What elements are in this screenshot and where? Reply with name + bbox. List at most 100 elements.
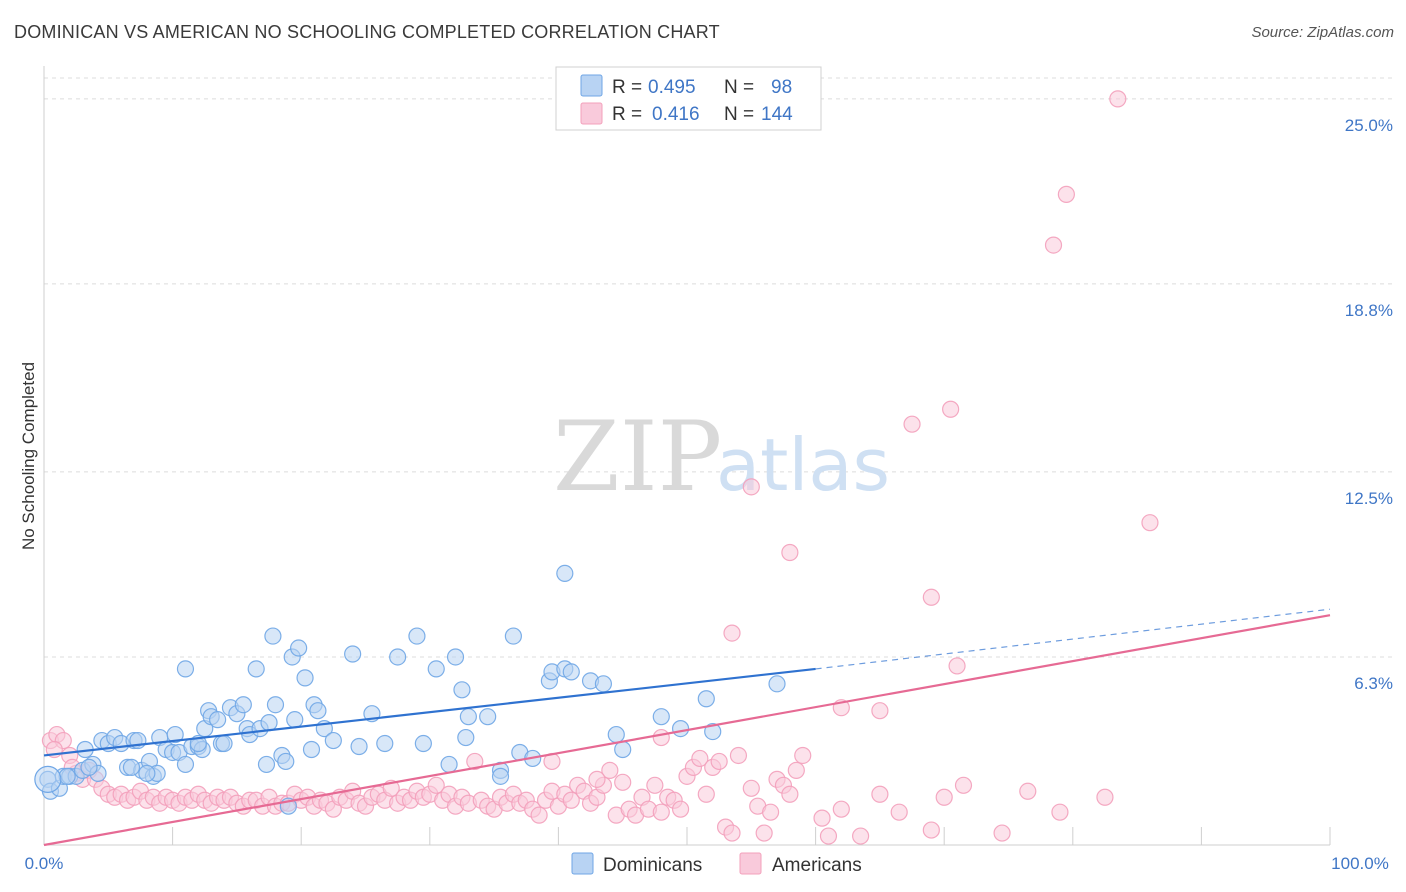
americans-point: [871, 702, 889, 720]
dominicans-point: [389, 648, 407, 666]
watermark-atlas: atlas: [716, 423, 890, 507]
americans-point: [652, 728, 670, 747]
americans-point: [723, 624, 741, 642]
americans-point: [530, 806, 548, 824]
legend-r-value-dominicans: 0.495: [648, 77, 696, 98]
dominicans-point: [594, 675, 613, 693]
dominicans-point: [290, 639, 308, 657]
dominicans-point: [562, 663, 580, 681]
dominicans-point: [260, 714, 278, 732]
americans-point: [652, 803, 670, 821]
americans-point: [1044, 236, 1063, 254]
legend-n-label-americans: N =: [724, 104, 754, 125]
dominicans-point: [302, 740, 321, 759]
americans-point: [691, 749, 709, 768]
dominicans-point: [446, 648, 465, 666]
dominicans-point: [247, 660, 265, 678]
americans-point: [614, 773, 632, 791]
dominicans-point: [414, 734, 432, 753]
americans-point: [922, 821, 940, 839]
y-tick-label: 25.0%: [1345, 116, 1393, 135]
americans-point: [729, 746, 748, 765]
dominicans-point: [209, 711, 227, 729]
americans-point: [993, 824, 1011, 842]
bottom-legend-swatch-americans: [739, 852, 762, 875]
americans-point: [562, 791, 580, 809]
americans-point: [787, 761, 805, 779]
americans-point: [466, 752, 484, 771]
x-tick-label-min: 0.0%: [25, 854, 64, 873]
dominicans-trend-line: [43, 667, 816, 757]
dominicans-point: [671, 720, 690, 738]
dominicans-point: [504, 627, 522, 645]
americans-point: [903, 415, 921, 433]
dominicans-point: [457, 728, 475, 747]
dominicans-point: [34, 765, 62, 793]
watermark-zip: ZIP: [553, 401, 722, 513]
dominicans-point: [215, 734, 233, 753]
grid-layer: [43, 66, 1392, 846]
dominicans-point: [309, 702, 327, 720]
x-tick-label-max: 100.0%: [1331, 854, 1389, 873]
americans-point: [935, 788, 953, 806]
legend-r-label-dominicans: R =: [612, 77, 642, 98]
dominicans-point: [122, 758, 141, 777]
dominicans-point: [234, 696, 252, 714]
americans-point: [1109, 90, 1127, 108]
dominicans-point: [479, 708, 497, 726]
dominicans-point: [324, 731, 342, 750]
y-tick-label: 12.5%: [1345, 489, 1393, 508]
bottom-legend-americans: Americans: [772, 855, 862, 876]
points-layer: [34, 90, 1159, 845]
americans-trend-line: [43, 614, 1331, 847]
source-label: Source: ZipAtlas.com: [1251, 24, 1394, 41]
americans-point: [742, 478, 760, 496]
americans-point: [890, 803, 908, 821]
dominicans-point: [277, 752, 295, 771]
dominicans-point: [652, 708, 670, 726]
americans-point: [1141, 514, 1159, 532]
dominicans-trend-extension: [815, 608, 1331, 670]
dominicans-point: [427, 660, 445, 678]
americans-point: [1051, 803, 1069, 821]
americans-point: [781, 543, 799, 562]
dominicans-point: [350, 737, 368, 756]
americans-point: [588, 770, 606, 788]
americans-point: [852, 827, 870, 845]
legend-r-value-americans: 0.416: [652, 104, 700, 125]
americans-point: [819, 827, 838, 845]
americans-point: [813, 809, 831, 827]
dominicans-point: [58, 767, 76, 785]
americans-point: [954, 776, 973, 794]
bottom-legend-swatch-dominicans: [571, 852, 594, 875]
americans-point: [755, 824, 773, 842]
dominicans-point: [491, 767, 510, 785]
americans-point: [1019, 782, 1037, 800]
dominicans-point: [176, 755, 195, 774]
americans-point: [710, 752, 728, 771]
americans-point: [942, 400, 960, 418]
y-tick-label: 18.8%: [1345, 301, 1393, 320]
dominicans-point: [697, 690, 715, 708]
americans-point: [1096, 788, 1114, 806]
americans-point: [601, 761, 619, 779]
americans-point: [922, 588, 940, 606]
dominicans-point: [257, 755, 276, 774]
bottom-legend-dominicans: Dominicans: [603, 855, 702, 876]
dominicans-point: [453, 681, 471, 699]
americans-point: [761, 803, 780, 821]
y-axis-label: No Schooling Completed: [19, 362, 38, 550]
americans-point: [427, 776, 445, 794]
dominicans-point: [296, 669, 314, 687]
dominicans-point: [768, 675, 786, 693]
legend-swatch-dominicans: [580, 74, 603, 97]
dominicans-point: [614, 740, 632, 759]
y-tick-label: 6.3%: [1354, 674, 1393, 693]
dominicans-point: [138, 764, 156, 782]
series-legend: Dominicans Americans: [571, 852, 862, 876]
tick-layer: 6.3% 12.5% 18.8% 25.0% 0.0% 100.0%: [25, 116, 1393, 873]
dominicans-point: [286, 711, 304, 729]
correlation-legend: R = 0.495 N = 98 R = 0.416 N = 144: [555, 66, 822, 131]
americans-point: [871, 785, 889, 803]
